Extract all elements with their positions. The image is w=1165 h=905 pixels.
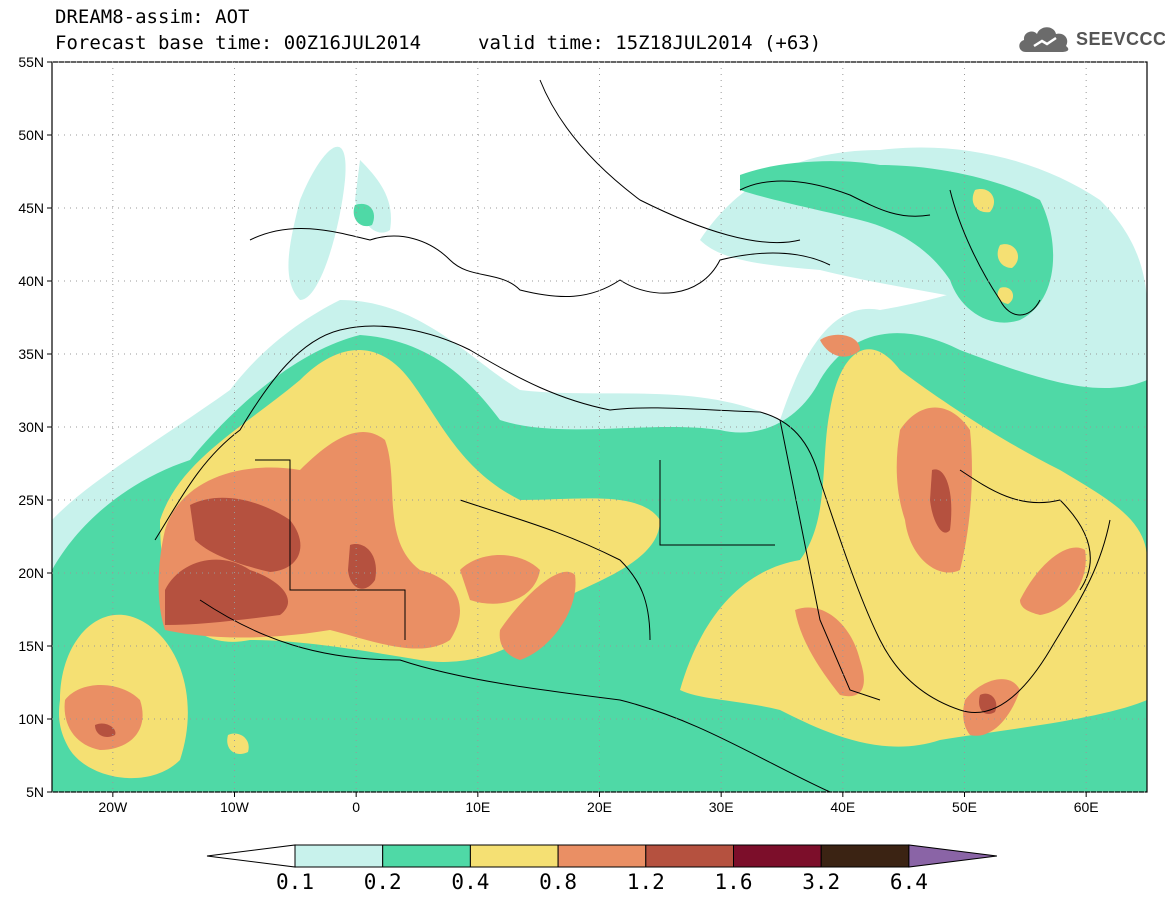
base-time-label: Forecast base time: 00Z16JUL2014 bbox=[55, 32, 422, 54]
colorbar-labels: 0.1 0.2 0.4 0.8 1.2 1.6 3.2 6.4 bbox=[276, 870, 928, 894]
colorbar-box bbox=[294, 844, 384, 868]
colorbar-label: 0.4 bbox=[451, 870, 489, 894]
colorbar-label: 1.2 bbox=[627, 870, 665, 894]
longitude-label: 10E bbox=[465, 799, 490, 815]
axis-ticks bbox=[47, 61, 1087, 797]
longitude-label: 20E bbox=[587, 799, 612, 815]
latitude-label: 15N bbox=[18, 638, 44, 654]
map-title: DREAM8-assim: AOT bbox=[55, 6, 250, 28]
colorbar bbox=[206, 844, 997, 868]
aot-band-1.2 bbox=[95, 469, 997, 737]
latitude-label: 50N bbox=[18, 127, 44, 143]
colorbar-label: 3.2 bbox=[802, 870, 840, 894]
latitude-label: 20N bbox=[18, 565, 44, 581]
latitude-label: 5N bbox=[26, 784, 44, 800]
colorbar-label: 0.2 bbox=[364, 870, 402, 894]
latitude-label: 45N bbox=[18, 200, 44, 216]
aot-field bbox=[52, 146, 1147, 792]
colorbar-box bbox=[382, 844, 471, 868]
colorbar-label: 0.1 bbox=[276, 870, 314, 894]
longitude-labels: 20W 10W 0 10E 20E 30E 40E 50E 60E bbox=[98, 799, 1098, 815]
colorbar-label: 1.6 bbox=[715, 870, 753, 894]
colorbar-box bbox=[557, 844, 647, 868]
cloud-icon bbox=[1019, 27, 1069, 52]
colorbar-box bbox=[733, 844, 822, 868]
longitude-label: 40E bbox=[830, 799, 855, 815]
colorbar-box bbox=[469, 844, 559, 868]
latitude-label: 35N bbox=[18, 346, 44, 362]
latitude-label: 10N bbox=[18, 711, 44, 727]
latitude-label: 55N bbox=[18, 54, 44, 70]
colorbar-low-arrow bbox=[206, 844, 296, 868]
longitude-label: 20W bbox=[98, 799, 128, 815]
longitude-label: 30E bbox=[709, 799, 734, 815]
latitude-label: 30N bbox=[18, 419, 44, 435]
colorbar-box bbox=[645, 844, 734, 868]
valid-time-label: valid time: 15Z18JUL2014 (+63) bbox=[478, 32, 822, 54]
colorbar-high-arrow bbox=[908, 844, 997, 868]
longitude-label: 60E bbox=[1074, 799, 1099, 815]
longitude-label: 0 bbox=[352, 799, 360, 815]
latitude-labels: 55N 50N 45N 40N 35N 30N 25N 20N 15N 10N 5N bbox=[18, 54, 44, 800]
seevccc-logo: SEEVCCC bbox=[1016, 20, 1165, 58]
aot-band-0.4 bbox=[59, 189, 1147, 779]
logo-text: SEEVCCC bbox=[1076, 28, 1165, 49]
longitude-label: 50E bbox=[952, 799, 977, 815]
colorbar-label: 0.8 bbox=[539, 870, 577, 894]
latitude-label: 40N bbox=[18, 273, 44, 289]
colorbar-label: 6.4 bbox=[890, 870, 928, 894]
longitude-label: 10W bbox=[220, 799, 250, 815]
colorbar-box bbox=[820, 844, 910, 868]
latitude-label: 25N bbox=[18, 492, 44, 508]
